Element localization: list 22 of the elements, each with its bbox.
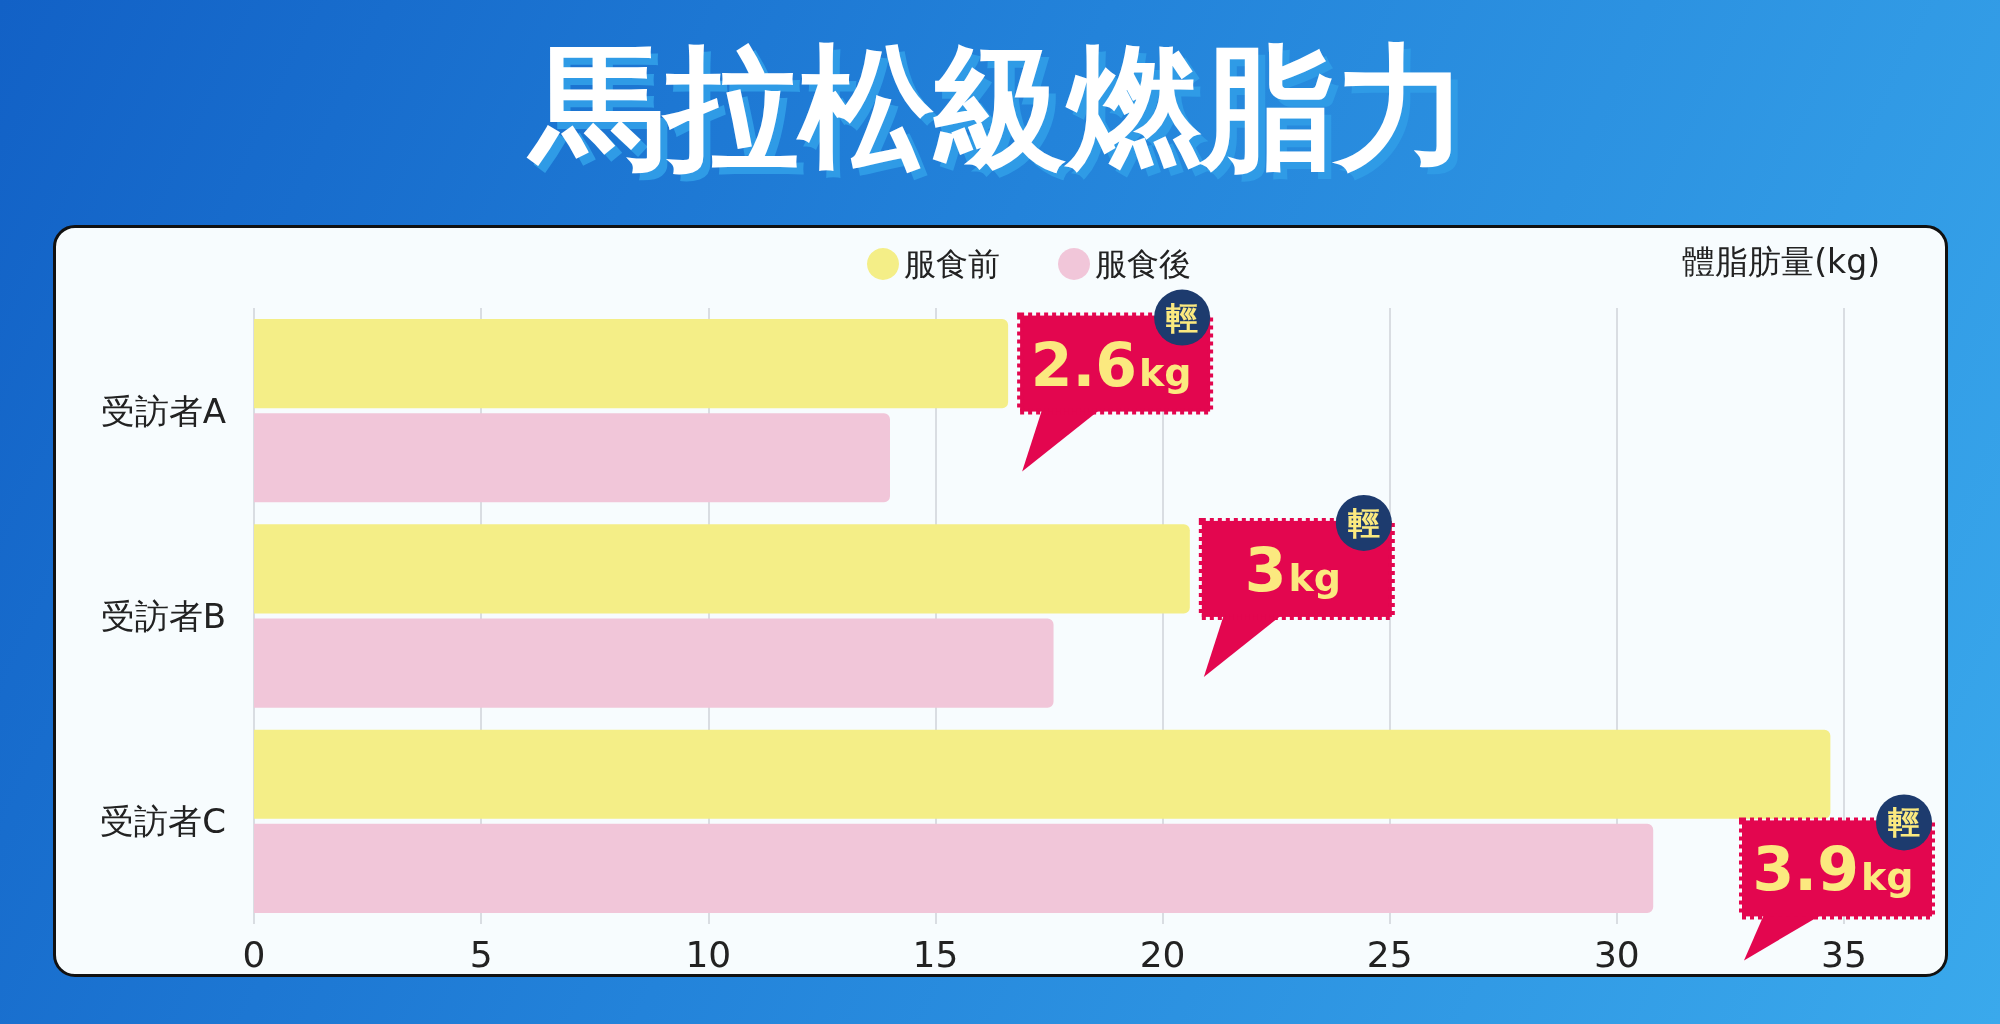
annotation: 輕 <box>1347 503 1380 542</box>
bar <box>254 413 890 503</box>
x-axis-title: 體脂肪量(kg) <box>1682 242 1881 281</box>
legend-label: 服食後 <box>1095 245 1191 283</box>
x-tick-label: 0 <box>242 933 266 975</box>
y-tick-label: 受訪者A <box>100 390 226 431</box>
x-tick-label: 5 <box>469 933 493 975</box>
y-tick-label: 受訪者C <box>100 801 226 842</box>
x-tick-label: 25 <box>1366 933 1413 975</box>
bar <box>254 618 1054 708</box>
bar <box>254 823 1654 914</box>
x-tick-label: 35 <box>1821 933 1867 975</box>
x-tick-label: 20 <box>1139 933 1186 975</box>
legend-label: 服食前 <box>904 245 1000 283</box>
bar <box>254 729 1831 819</box>
x-tick-label: 15 <box>912 933 959 975</box>
annotation: 3kg <box>1244 534 1341 605</box>
x-tick-label: 30 <box>1593 933 1640 975</box>
y-tick-label: 受訪者B <box>100 596 226 636</box>
x-tick-label: 10 <box>685 933 732 975</box>
bar <box>254 524 1190 614</box>
bar <box>254 318 1009 409</box>
